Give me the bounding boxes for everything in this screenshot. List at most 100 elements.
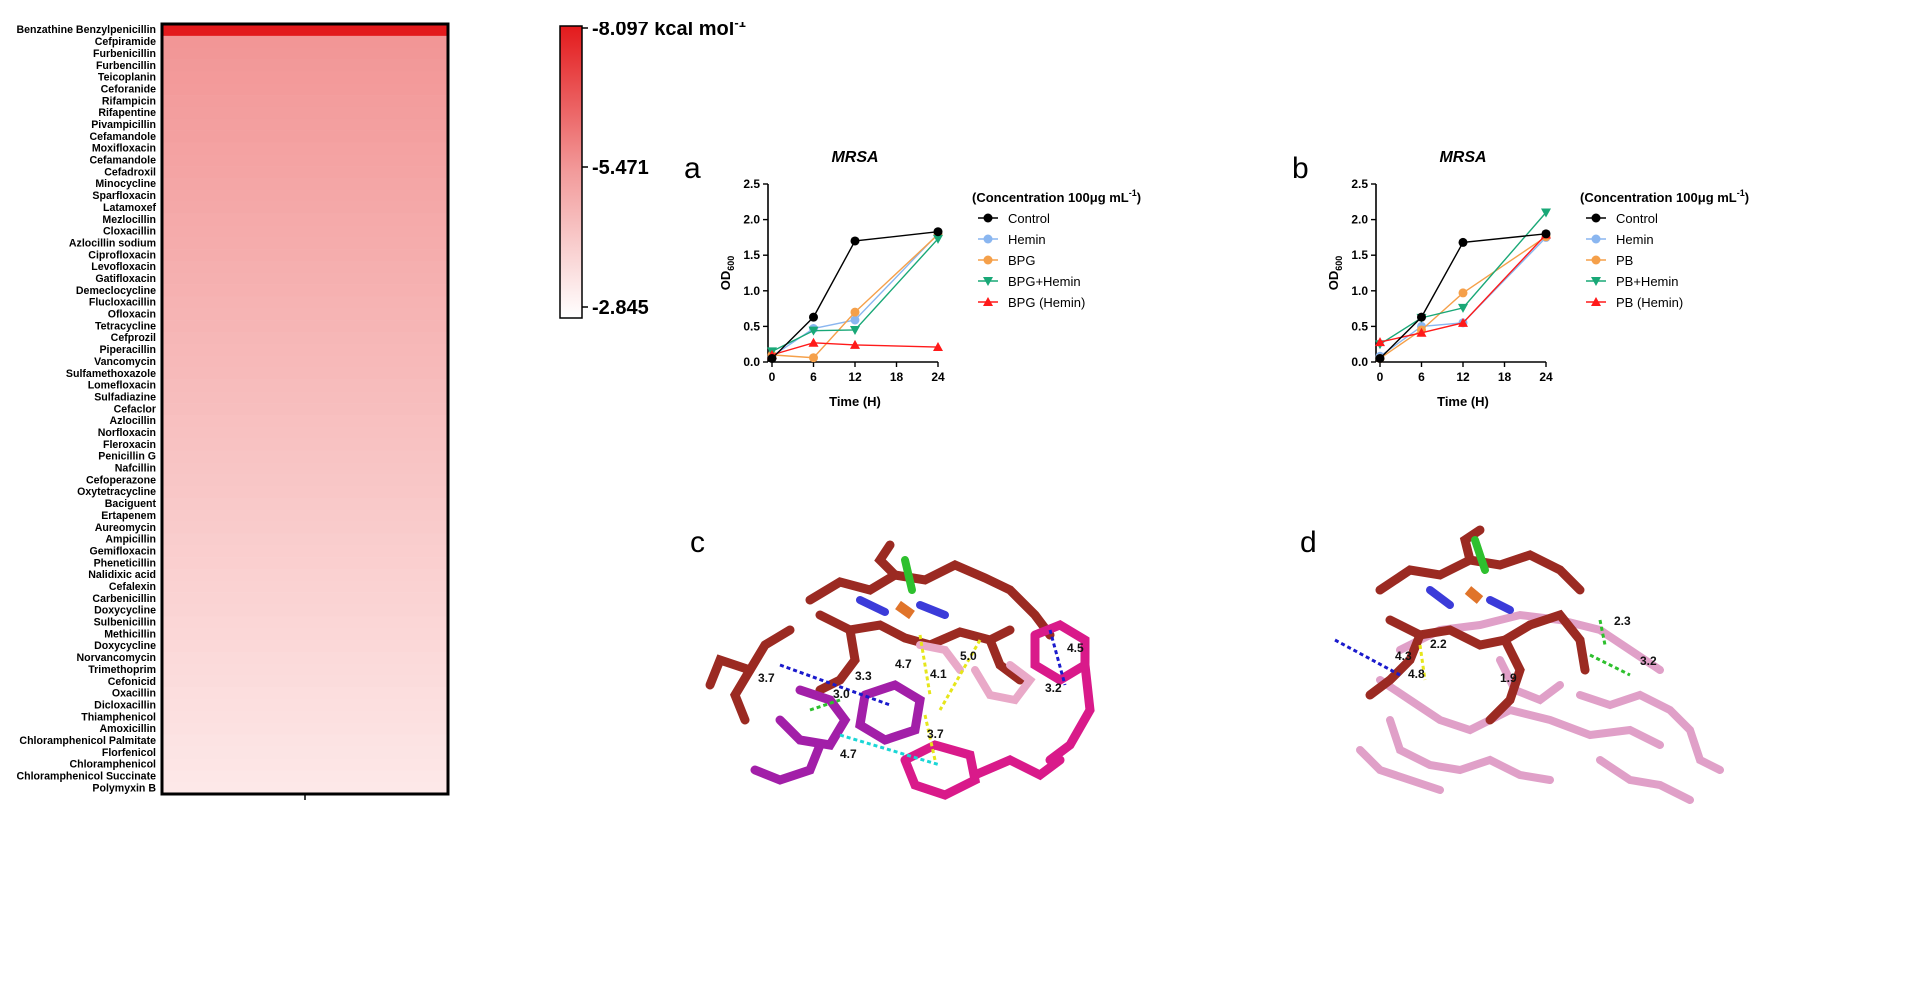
- heatmap-row-label: Sparfloxacin: [92, 190, 156, 202]
- x-tick-label: 12: [848, 370, 862, 384]
- y-axis-label: OD600: [1326, 256, 1344, 291]
- y-tick-label: 2.5: [743, 177, 760, 191]
- heatmap-row-label: Cefpiramide: [95, 36, 156, 48]
- heatmap-cell: [162, 71, 448, 84]
- data-point: [850, 236, 860, 246]
- legend-label: Hemin: [1616, 232, 1654, 247]
- docking-pose-c-image: c: [690, 526, 1095, 800]
- heatmap-row-label: Methicillin: [104, 628, 156, 640]
- colorbar-max-label: -8.097 kcal mol-1: [592, 22, 746, 40]
- heatmap-cell: [162, 545, 448, 558]
- legend-entry: PB (Hemin): [1586, 295, 1683, 310]
- heatmap-cell: [162, 225, 448, 238]
- distance-label: 4.7: [840, 747, 857, 761]
- colorbar-gradient: [559, 25, 583, 319]
- heatmap-row-label: Cefoperazone: [86, 474, 156, 486]
- data-point: [1458, 288, 1468, 298]
- legend-label: Hemin: [1008, 232, 1046, 247]
- y-tick-label: 0.0: [743, 355, 760, 369]
- x-tick-label: 0: [769, 370, 776, 384]
- heatmap-row-label: Ertapenem: [101, 510, 156, 522]
- heatmap-row-label: Sulfamethoxazole: [66, 368, 156, 380]
- x-tick-label: 12: [1456, 370, 1470, 384]
- distance-label: 5.0: [960, 649, 977, 663]
- heatmap-cell: [162, 616, 448, 629]
- heatmap-cell: [162, 367, 448, 380]
- heatmap-row-label: Azlocillin: [110, 415, 157, 427]
- heatmap-cell: [162, 438, 448, 451]
- heatmap-cell: [162, 59, 448, 72]
- heatmap-row-label: Piperacillin: [99, 344, 156, 356]
- heatmap-cell: [162, 746, 448, 759]
- heatmap-row-label: Minocycline: [95, 178, 156, 190]
- heatmap-cell: [162, 675, 448, 688]
- heatmap-cell: [162, 118, 448, 131]
- heatmap-row-label: Doxycycline: [94, 605, 156, 617]
- data-point: [1591, 234, 1601, 244]
- heatmap-row-label: Cefprozil: [111, 332, 156, 344]
- legend-title: (Concentration 100μg mL-1): [1580, 188, 1749, 205]
- heatmap-row-label: Cefonicid: [108, 676, 156, 688]
- data-point: [983, 277, 993, 286]
- heatmap-row-label: Oxacillin: [112, 688, 156, 700]
- series-line: [1379, 236, 1547, 357]
- heatmap-cell: [162, 497, 448, 510]
- heatmap-cell: [162, 722, 448, 736]
- docking-heatmap: Benzathine Benzylpenicillin Cefpiramide Fu…: [0, 0, 560, 994]
- heatmap-row-label: Furbencillin: [96, 60, 156, 72]
- data-point: [1458, 237, 1468, 247]
- panel-letter: a: [684, 152, 701, 185]
- data-point: [850, 325, 860, 335]
- heatmap-cell: [162, 414, 448, 428]
- heatmap-row-label: Teicoplanin: [98, 72, 156, 84]
- heatmap-row-label: Demeclocycline: [76, 285, 156, 297]
- data-point: [1591, 297, 1601, 306]
- legend-entry: PB+Hemin: [1586, 274, 1679, 289]
- distance-label: 3.3: [855, 669, 872, 683]
- distance-label: 4.7: [895, 657, 912, 671]
- legend-entry: Control: [1586, 211, 1658, 226]
- y-axis-label: OD600: [718, 256, 736, 291]
- heatmap-cell: [162, 272, 448, 285]
- data-point: [933, 234, 943, 244]
- colorbar-min-label: -2.845: [592, 297, 649, 319]
- heatmap-cell: [162, 462, 448, 475]
- heatmap-row-label: Ciprofloxacin: [88, 249, 156, 261]
- data-point: [983, 234, 993, 244]
- data-point: [808, 326, 819, 336]
- heatmap-row-label: Nalidixic acid: [88, 569, 156, 581]
- heatmap-row-label: Ofloxacin: [108, 309, 156, 321]
- distance-label: 3.0: [833, 687, 850, 701]
- data-point: [1458, 317, 1468, 327]
- distance-label: 2.3: [1614, 614, 1631, 628]
- y-tick-label: 1.5: [1351, 248, 1368, 262]
- heatmap-colorbar: -8.097 kcal mol-1 -5.471 -2.845: [558, 15, 818, 332]
- distance-label: 3.7: [758, 671, 775, 685]
- heatmap-cell: [162, 533, 448, 546]
- heatmap-row-label: Nafcillin: [115, 463, 156, 475]
- data-point: [983, 255, 993, 265]
- heatmap-cell: [162, 486, 448, 499]
- heatmap-cell: [162, 379, 448, 392]
- heatmap-row-label: Amoxicillin: [99, 723, 156, 735]
- heatmap-row-label: Flucloxacillin: [89, 297, 156, 309]
- data-point: [808, 337, 819, 347]
- heatmap-row-label: Cefalexin: [109, 581, 156, 593]
- data-point: [1541, 229, 1551, 239]
- heatmap-row-label: Gatifloxacin: [95, 273, 156, 285]
- heatmap-row-label: Cefamandole: [89, 155, 156, 167]
- heatmap-cell: [162, 403, 448, 416]
- heatmap-cell: [162, 178, 448, 191]
- heatmap-row-label: Thiamphenicol: [81, 711, 156, 723]
- y-tick-label: 2.5: [1351, 177, 1368, 191]
- y-tick-label: 1.0: [743, 284, 760, 298]
- panel-letter-d: d: [1300, 526, 1317, 559]
- heatmap-cell: [162, 604, 448, 617]
- series-pb: [1375, 232, 1551, 363]
- distance-label: 2.2: [1430, 637, 1447, 651]
- legend-entry: Control: [978, 211, 1050, 226]
- heatmap-cell: [162, 154, 448, 167]
- series-control: [1375, 229, 1551, 363]
- data-point: [1375, 337, 1385, 347]
- heatmap-cell: [162, 509, 448, 522]
